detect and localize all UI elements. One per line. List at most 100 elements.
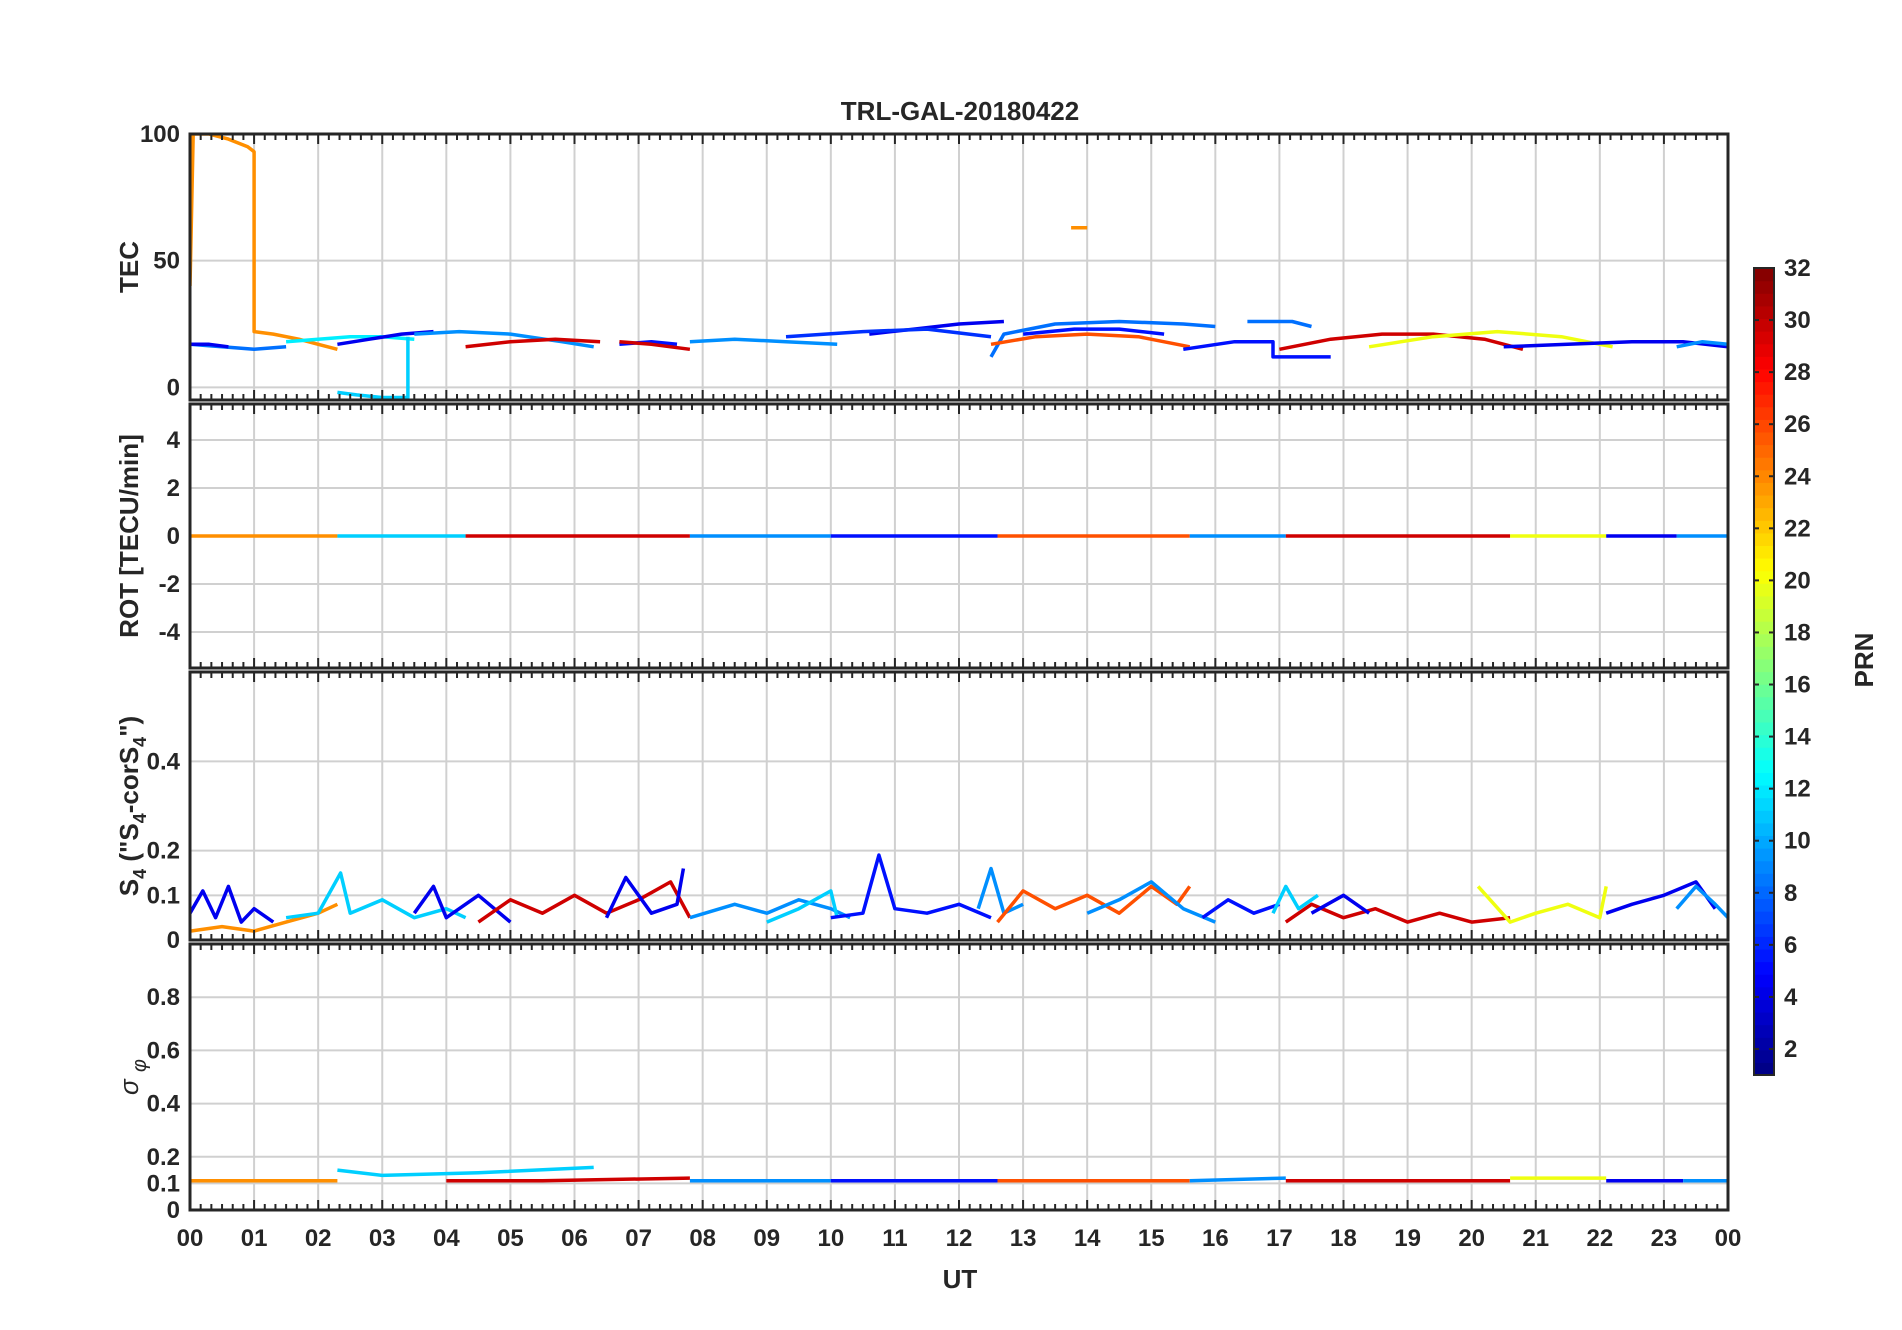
series-line-prn-5	[1201, 898, 1280, 920]
chart-title: TRL-GAL-20180422	[841, 96, 1079, 126]
colorbar-segment	[1754, 633, 1774, 647]
x-tick-label: 16	[1202, 1225, 1229, 1252]
panel-2: -4 -2 0 2 4 ROT [TECU/min]	[114, 402, 1730, 670]
x-tick-label: 00	[1715, 1225, 1742, 1252]
colorbar-segment	[1754, 381, 1774, 395]
series-line-prn-12	[285, 334, 415, 344]
colorbar-tick-label: 2	[1784, 1036, 1797, 1063]
x-tick-label: 05	[497, 1225, 524, 1252]
colorbar-segment	[1754, 280, 1774, 294]
panel-3-ylabel: S4 ("S4-corS4")	[114, 716, 150, 896]
panel-1-frame	[188, 132, 1730, 402]
colorbar-segment	[1754, 444, 1774, 458]
colorbar-segment	[1754, 784, 1774, 799]
colorbar-tick-label: 28	[1784, 359, 1811, 386]
colorbar-segment	[1754, 469, 1774, 483]
x-tick-label: 04	[433, 1225, 460, 1252]
colorbar-segment	[1754, 494, 1774, 509]
colorbar-segment	[1754, 948, 1774, 963]
colorbar-segment	[1754, 545, 1774, 559]
y-tick-label: 0.8	[147, 984, 180, 1011]
x-axis-label: UT	[943, 1264, 978, 1294]
y-tick-label: 2	[167, 475, 180, 502]
x-tick-label: 00	[177, 1225, 204, 1252]
series-line-prn-9	[414, 329, 594, 349]
colorbar-segment	[1754, 507, 1774, 521]
colorbar-segment	[1754, 482, 1774, 496]
colorbar-segment	[1754, 621, 1774, 635]
colorbar-label: PRN	[1849, 633, 1879, 688]
x-tick-label: 22	[1586, 1225, 1613, 1252]
x-tick-label: 07	[625, 1225, 652, 1252]
series-line-prn-9	[1676, 339, 1728, 349]
colorbar-segment	[1754, 532, 1774, 547]
x-tick-label: 14	[1074, 1225, 1101, 1252]
series-line-prn-9	[1675, 884, 1728, 919]
colorbar-tick-label: 12	[1784, 776, 1811, 803]
colorbar-segment	[1754, 356, 1774, 370]
panel-1-series	[190, 134, 1728, 400]
series-line-prn-30	[1279, 332, 1524, 352]
colorbar-segment	[1754, 431, 1774, 446]
colorbar-tick-label: 22	[1784, 515, 1811, 542]
colorbar-segment	[1754, 759, 1774, 773]
panel-3-series	[190, 853, 1728, 933]
series-line-prn-6	[785, 327, 992, 339]
x-tick-label: 10	[817, 1225, 844, 1252]
colorbar-segment	[1754, 709, 1774, 723]
x-tick-label: 01	[241, 1225, 268, 1252]
series-line-prn-9	[976, 866, 1024, 915]
x-tick-label: 19	[1394, 1225, 1421, 1252]
y-tick-label: 0	[167, 1197, 180, 1224]
colorbar-segment	[1754, 974, 1774, 988]
x-tick-label: 11	[882, 1225, 907, 1252]
colorbar-segment	[1754, 911, 1774, 925]
y-tick-label: 0.4	[147, 748, 181, 775]
colorbar-segment	[1754, 608, 1774, 622]
y-tick-label: 0.4	[147, 1091, 181, 1118]
series-line-prn-30	[619, 339, 691, 352]
series-line-prn-4	[1310, 893, 1371, 915]
x-tick-label: 20	[1458, 1225, 1485, 1252]
x-tick-label: 08	[689, 1225, 716, 1252]
y-tick-label: 0.6	[147, 1037, 180, 1064]
colorbar-segment	[1754, 923, 1774, 937]
colorbar-segment	[1754, 822, 1774, 837]
series-line-prn-8	[1247, 319, 1312, 329]
series-line-prn-5	[1183, 339, 1331, 359]
x-tick-label: 13	[1010, 1225, 1037, 1252]
panel-4-series	[190, 1165, 1728, 1183]
y-tick-label: 0.2	[147, 838, 180, 865]
colorbar-segment	[1754, 860, 1774, 874]
colorbar-tick-label: 24	[1784, 463, 1811, 490]
colorbar-segment	[1754, 671, 1774, 685]
colorbar-segment	[1754, 318, 1774, 332]
series-line-prn-11	[766, 889, 839, 924]
colorbar-segment	[1754, 747, 1774, 761]
y-tick-label: 50	[153, 248, 180, 275]
colorbar-segment	[1754, 835, 1774, 849]
series-line-prn-9	[1086, 880, 1216, 924]
colorbar-segment	[1754, 343, 1774, 357]
colorbar-tick-label: 30	[1784, 307, 1811, 334]
colorbar-tick-label: 14	[1784, 724, 1811, 751]
colorbar-segment	[1754, 1024, 1774, 1038]
series-line-prn-11	[285, 871, 467, 920]
series-line-prn-5	[1022, 327, 1165, 336]
colorbar-segment	[1754, 1049, 1774, 1063]
panel-3: 0 0.1 0.2 0.4S4 ("S4-corS4")	[114, 670, 1730, 954]
colorbar-segment	[1754, 583, 1774, 597]
colorbar-segment	[1754, 684, 1774, 698]
colorbar-segment	[1754, 810, 1774, 824]
series-line-prn-30	[465, 337, 601, 349]
y-tick-label: 0	[167, 927, 180, 954]
y-tick-label: 0	[167, 374, 180, 401]
colorbar-segment	[1754, 368, 1774, 383]
x-tick-label: 21	[1522, 1225, 1549, 1252]
series-line-prn-26	[990, 332, 1191, 349]
colorbar-segment	[1754, 293, 1774, 307]
x-tick-labels: 00 01 02 03 04 05 06 07 08 09 10 11 12 13 14 15 16 17 18 19…	[177, 1225, 1742, 1252]
